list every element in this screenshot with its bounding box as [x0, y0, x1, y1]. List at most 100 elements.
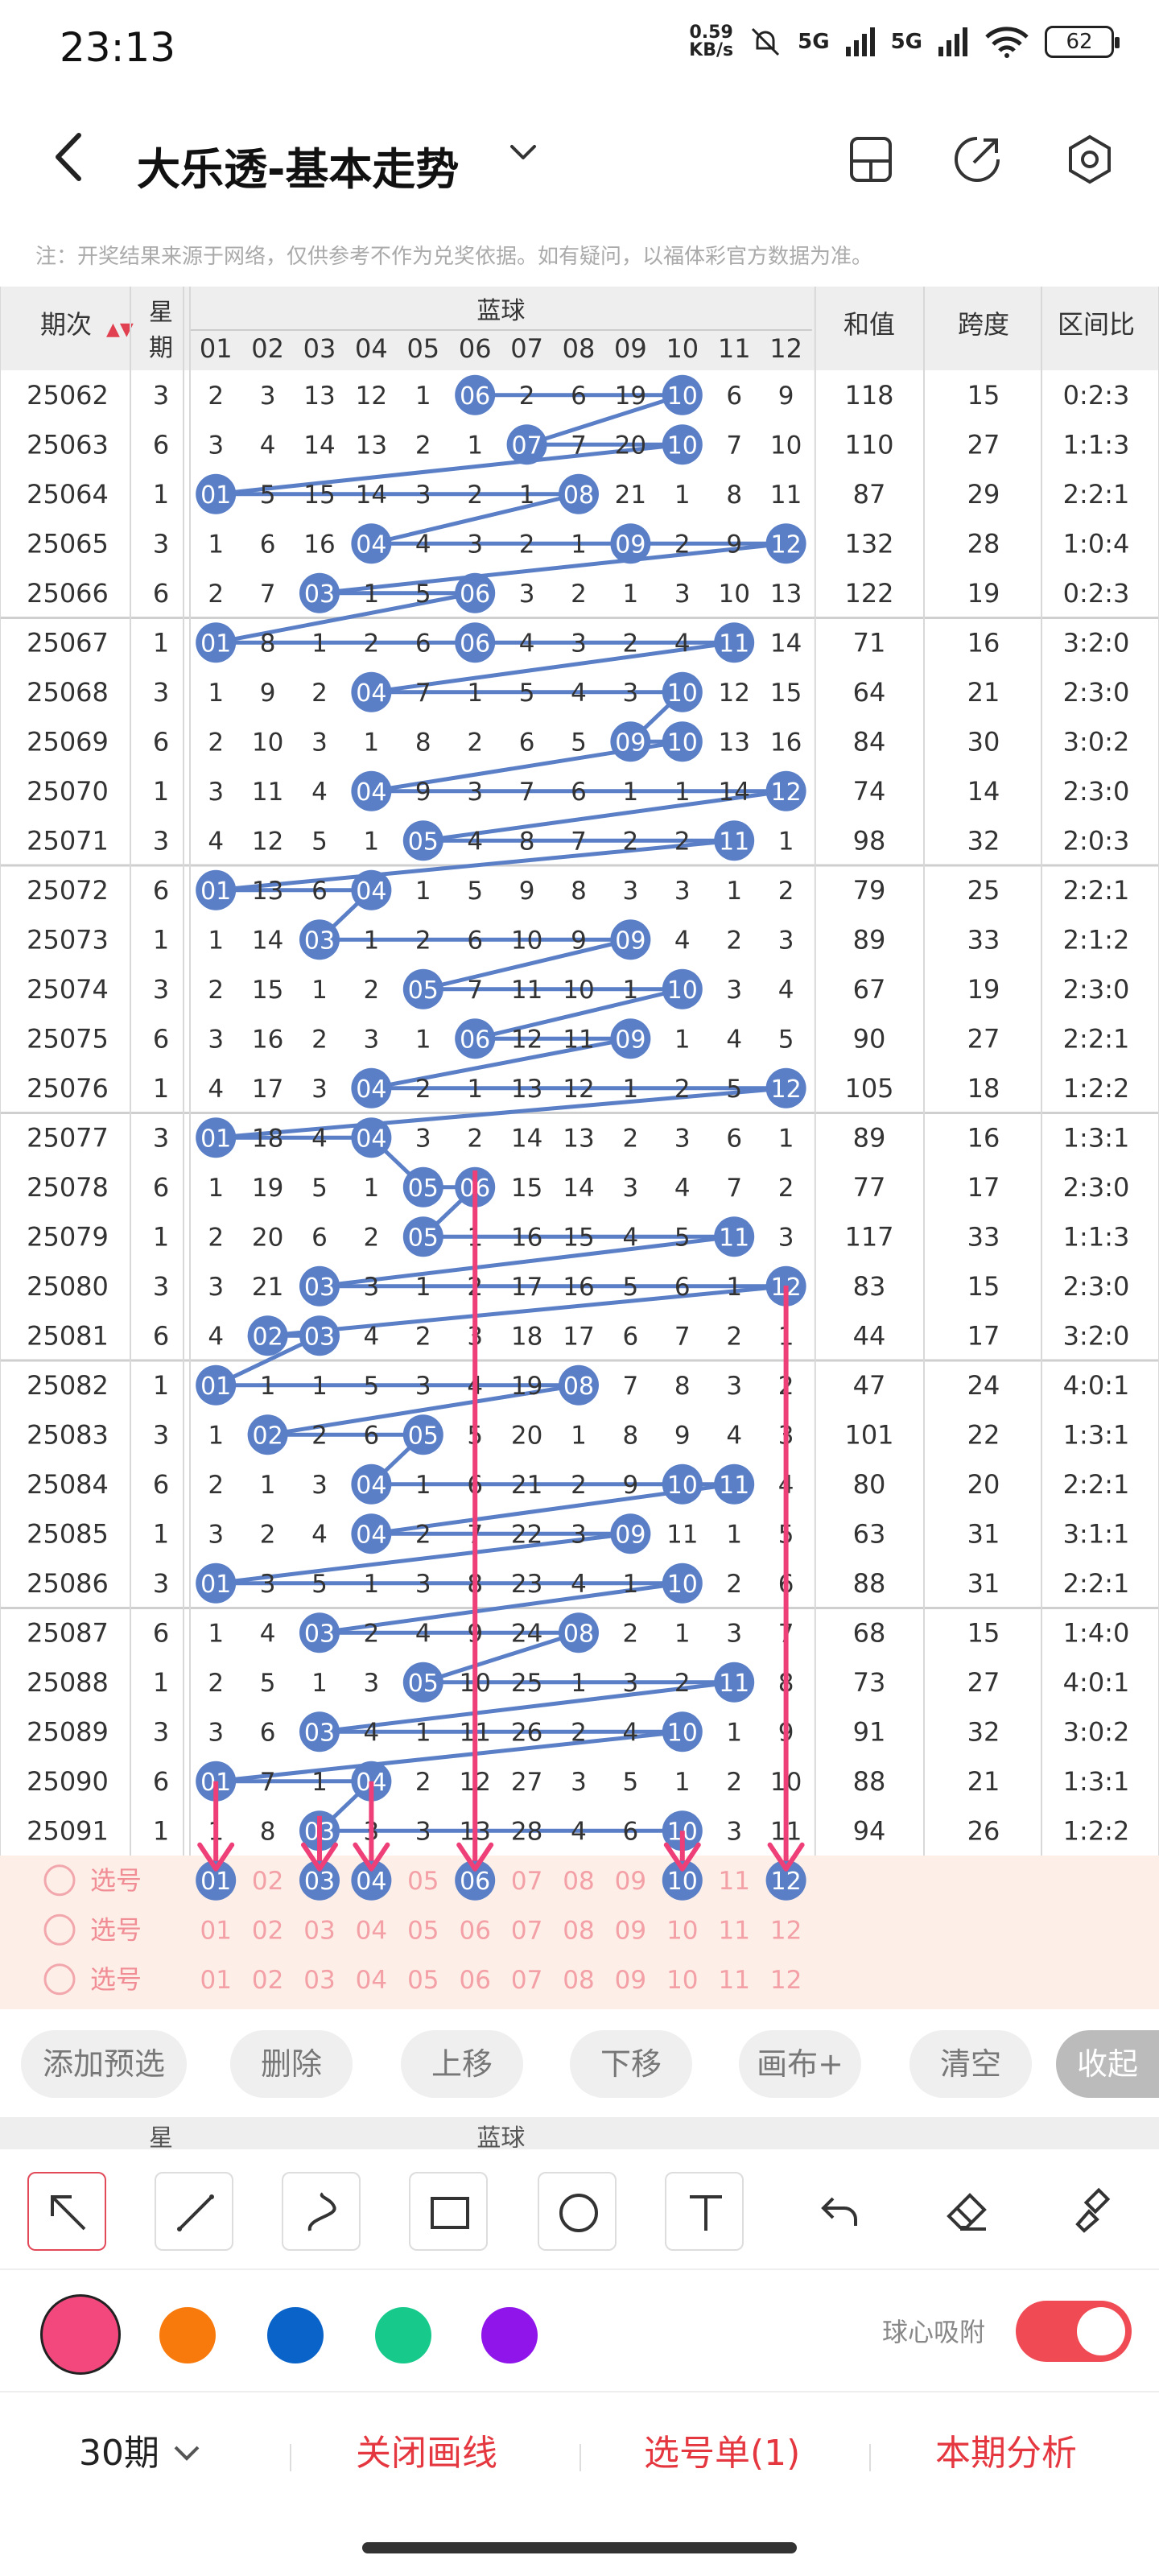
miss-count: 2	[415, 431, 431, 460]
circle-icon[interactable]	[538, 2172, 617, 2251]
delete-button[interactable]: 删除	[230, 2030, 353, 2098]
miss-count: 3	[726, 1372, 742, 1401]
miss-count: 6	[726, 1124, 742, 1153]
miss-count: 15	[511, 1174, 542, 1203]
miss-count: 3	[778, 926, 794, 955]
wifi-icon	[985, 27, 1029, 58]
miss-count: 4	[623, 1223, 639, 1252]
trend-line	[370, 492, 580, 546]
miss-count: 2	[208, 1223, 224, 1252]
span-cell: 15	[967, 1271, 1000, 1302]
select-arrow-icon[interactable]	[27, 2172, 106, 2251]
miss-count: 5	[311, 1174, 328, 1203]
move-up-button[interactable]: 上移	[401, 2030, 523, 2098]
color-pink-swatch[interactable]	[40, 2294, 121, 2375]
miss-count: 14	[252, 926, 283, 955]
clear-button[interactable]: 清空	[909, 2030, 1032, 2098]
miss-count: 2	[364, 1223, 380, 1252]
miss-count: 15	[303, 481, 335, 510]
miss-count: 5	[311, 827, 328, 856]
drawn-ball-number: 12	[771, 1075, 802, 1104]
select-option: 08	[563, 1916, 594, 1945]
blue-ball-header: 蓝球	[476, 2124, 525, 2148]
period-cell: 25065	[27, 528, 109, 559]
drawn-ball	[559, 1612, 599, 1653]
text-icon[interactable]	[665, 2172, 744, 2251]
status-bar: 23:13 0.59 KB/s 5G 5G 62	[0, 0, 1159, 97]
ball-col-header: 04	[355, 333, 388, 364]
canvas-plus-button[interactable]: 画布+	[739, 2030, 861, 2098]
switch-view-icon[interactable]	[845, 134, 897, 185]
eraser-icon[interactable]	[927, 2172, 1006, 2251]
share-icon[interactable]	[951, 134, 1003, 185]
miss-count: 4	[519, 629, 535, 658]
miss-count: 2	[311, 679, 328, 708]
miss-count: 2	[415, 1520, 431, 1549]
ratio-header: 区间比	[1058, 309, 1135, 340]
color-orange-swatch[interactable]	[159, 2307, 216, 2363]
move-down-button[interactable]: 下移	[570, 2030, 692, 2098]
picked-ball-number: 04	[356, 1868, 386, 1896]
snap-toggle[interactable]	[1016, 2301, 1132, 2362]
sum-cell: 101	[844, 1419, 893, 1450]
weekday-cell: 6	[153, 1320, 169, 1351]
drawn-ball	[765, 1067, 806, 1108]
miss-count: 1	[311, 1768, 328, 1797]
miss-count: 1	[778, 827, 794, 856]
close-draw-button[interactable]: 关闭画线	[356, 2433, 497, 2474]
miss-count: 6	[311, 1223, 328, 1252]
span-cell: 19	[967, 578, 1000, 609]
miss-count: 3	[415, 481, 431, 510]
weekday-header-top: 星	[149, 299, 173, 327]
analysis-button[interactable]: 本期分析	[935, 2433, 1077, 2474]
miss-count: 3	[571, 1768, 587, 1797]
drawn-ball	[402, 1216, 443, 1257]
miss-count: 3	[674, 877, 691, 906]
weekday-cell: 3	[153, 825, 169, 856]
weekday-cell: 1	[153, 479, 169, 510]
page-title[interactable]: 大乐透-基本走势	[137, 144, 460, 195]
period-cell: 25067	[27, 627, 109, 658]
miss-count: 3	[364, 1669, 380, 1698]
ratio-cell: 4:0:1	[1063, 1370, 1130, 1401]
settings-icon[interactable]	[1064, 134, 1116, 185]
drawn-ball	[299, 1315, 340, 1356]
miss-count: 16	[252, 1025, 283, 1054]
select-option: 09	[615, 1966, 646, 1995]
ratio-cell: 1:1:3	[1063, 429, 1130, 460]
pink-arrow-head	[663, 1842, 701, 1872]
add-preselect-button[interactable]: 添加预选	[21, 2030, 187, 2098]
chevron-down-icon[interactable]	[505, 135, 541, 180]
drawn-ball	[455, 572, 496, 613]
drawn-ball-number: 04	[356, 530, 386, 559]
drawn-ball-number: 10	[667, 431, 698, 460]
color-blue-swatch[interactable]	[267, 2307, 324, 2363]
miss-count: 3	[623, 679, 639, 708]
picked-ball-number: 10	[667, 1868, 698, 1896]
miss-count: 2	[364, 1619, 380, 1648]
period-cell: 25091	[27, 1815, 109, 1846]
table-header-bg	[0, 287, 1159, 370]
clear-brush-icon[interactable]	[1054, 2172, 1133, 2251]
period-select[interactable]: 30期	[79, 2429, 203, 2478]
curve-icon[interactable]	[282, 2172, 361, 2251]
back-arrow-icon[interactable]	[48, 129, 89, 194]
period-cell: 25069	[27, 726, 109, 757]
span-cell: 28	[967, 528, 1000, 559]
miss-count: 8	[519, 827, 535, 856]
ratio-cell: 1:3:1	[1063, 1766, 1130, 1797]
rectangle-icon[interactable]	[409, 2172, 488, 2251]
pick-list-button[interactable]: 选号单(1)	[644, 2433, 801, 2474]
ratio-cell: 1:2:2	[1063, 1073, 1130, 1104]
color-purple-swatch[interactable]	[481, 2307, 538, 2363]
trend-line	[423, 1630, 580, 1685]
undo-icon[interactable]	[800, 2172, 879, 2251]
collapse-button[interactable]: 收起	[1056, 2030, 1159, 2098]
miss-count: 1	[674, 1619, 691, 1648]
miss-count: 2	[519, 530, 535, 559]
miss-count: 1	[726, 1273, 742, 1302]
miss-count: 2	[778, 1174, 794, 1203]
line-icon[interactable]	[155, 2172, 233, 2251]
color-green-swatch[interactable]	[375, 2307, 431, 2363]
miss-count: 6	[726, 382, 742, 411]
